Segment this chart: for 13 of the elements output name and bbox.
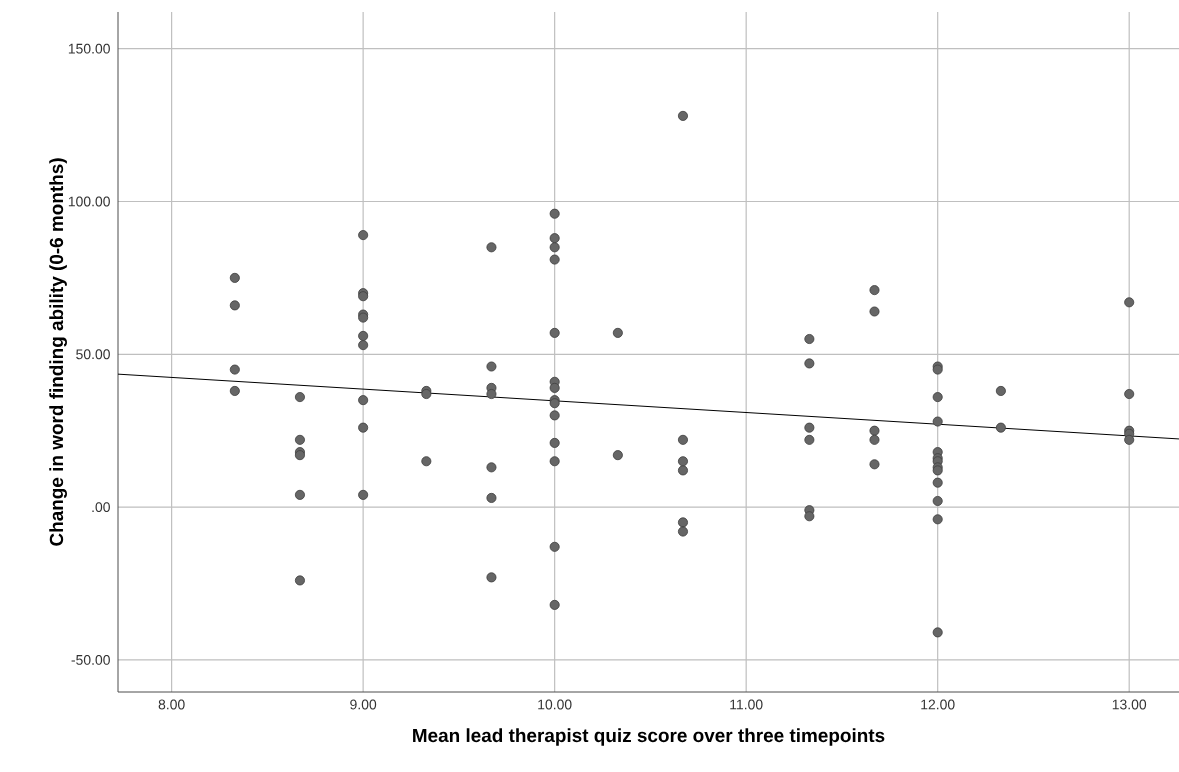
x-axis-title: Mean lead therapist quiz score over three timepoints: [413, 728, 885, 746]
x-tick-label: 10.00: [538, 699, 572, 710]
x-tick-label: 11.00: [730, 699, 763, 710]
y-tick-label: 50.00: [76, 349, 110, 360]
x-tick-label: 8.00: [158, 699, 185, 710]
x-tick-label: 12.00: [921, 699, 955, 710]
y-tick-label: 100.00: [68, 196, 110, 207]
y-tick-label: 150.00: [68, 43, 110, 54]
y-tick-label: -50.00: [71, 654, 110, 665]
x-tick-label: 9.00: [350, 699, 377, 710]
x-tick-label: 13.00: [1112, 699, 1147, 710]
y-axis-title: Change in word finding ability (0-6 months): [49, 158, 67, 546]
y-tick-label: .00: [92, 502, 110, 513]
